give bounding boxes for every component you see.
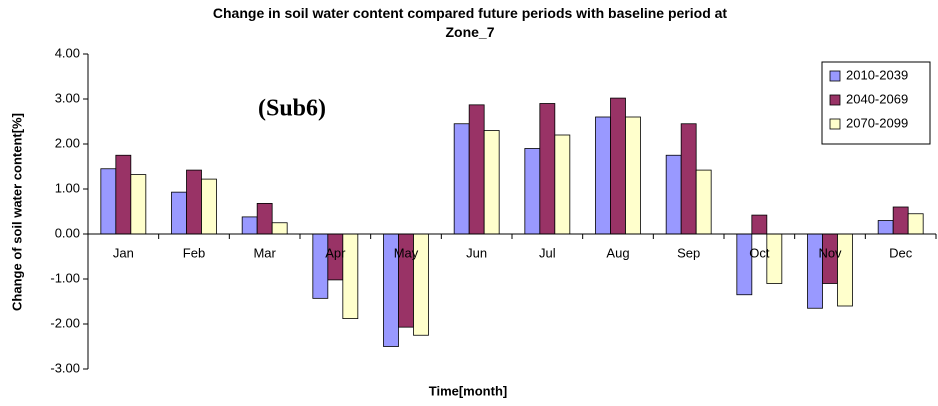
- bar: [483, 130, 500, 235]
- x-tick-label: Sep: [677, 245, 700, 260]
- bar: [186, 169, 202, 235]
- bar: [595, 116, 611, 235]
- bar: [736, 233, 753, 296]
- bar: [539, 103, 556, 235]
- annotation: (Sub6): [258, 96, 326, 122]
- x-tick-label: Aug: [606, 245, 629, 260]
- bar: [892, 206, 909, 235]
- bar: [680, 123, 697, 235]
- x-tick-label: Jul: [539, 245, 556, 260]
- bar: [877, 220, 894, 235]
- bar: [665, 154, 682, 235]
- bar: [751, 214, 768, 235]
- bar: [201, 178, 217, 235]
- bar: [115, 154, 132, 235]
- bar: [695, 169, 712, 235]
- bar: [610, 97, 626, 235]
- bar: [907, 213, 924, 235]
- x-tick-label: Feb: [183, 245, 205, 260]
- legend-label: 2040-2069: [846, 91, 908, 106]
- bar: [468, 104, 485, 235]
- legend-swatch: [829, 94, 841, 106]
- x-tick-label: Oct: [749, 245, 770, 260]
- y-axis-title: Change of soil water content[%]: [9, 113, 24, 311]
- legend-swatch: [829, 70, 841, 82]
- bar: [241, 216, 258, 235]
- x-tick-label: Dec: [889, 245, 913, 260]
- x-tick-label: May: [394, 245, 419, 260]
- y-tick-label: 2.00: [55, 135, 80, 150]
- bar: [625, 116, 641, 235]
- y-tick-label: 1.00: [55, 180, 80, 195]
- bar: [100, 168, 117, 235]
- bar: [171, 191, 187, 235]
- x-tick-label: Jun: [466, 245, 487, 260]
- y-tick-label: 4.00: [55, 45, 80, 60]
- legend-swatch: [829, 118, 841, 130]
- bar: [524, 148, 541, 235]
- bar: [554, 134, 571, 235]
- bar: [130, 174, 147, 235]
- y-tick-label: 3.00: [55, 90, 80, 105]
- y-tick-label: -1.00: [50, 270, 80, 285]
- chart-title: Change in soil water content compared fu…: [212, 5, 728, 40]
- y-tick-label: -3.00: [50, 360, 80, 375]
- y-tick-label: 0.00: [55, 225, 80, 240]
- bar: [256, 202, 273, 235]
- legend-label: 2070-2099: [846, 115, 908, 130]
- x-axis-title: Time[month]: [429, 383, 507, 398]
- bar: [271, 222, 288, 235]
- x-tick-label: Jan: [113, 245, 134, 260]
- x-tick-label: Mar: [253, 245, 276, 260]
- bar: [453, 123, 470, 235]
- x-tick-label: Apr: [325, 245, 346, 260]
- y-tick-label: -2.00: [50, 315, 80, 330]
- bar: [312, 233, 329, 299]
- legend-label: 2010-2039: [846, 67, 908, 82]
- x-tick-label: Nov: [818, 245, 842, 260]
